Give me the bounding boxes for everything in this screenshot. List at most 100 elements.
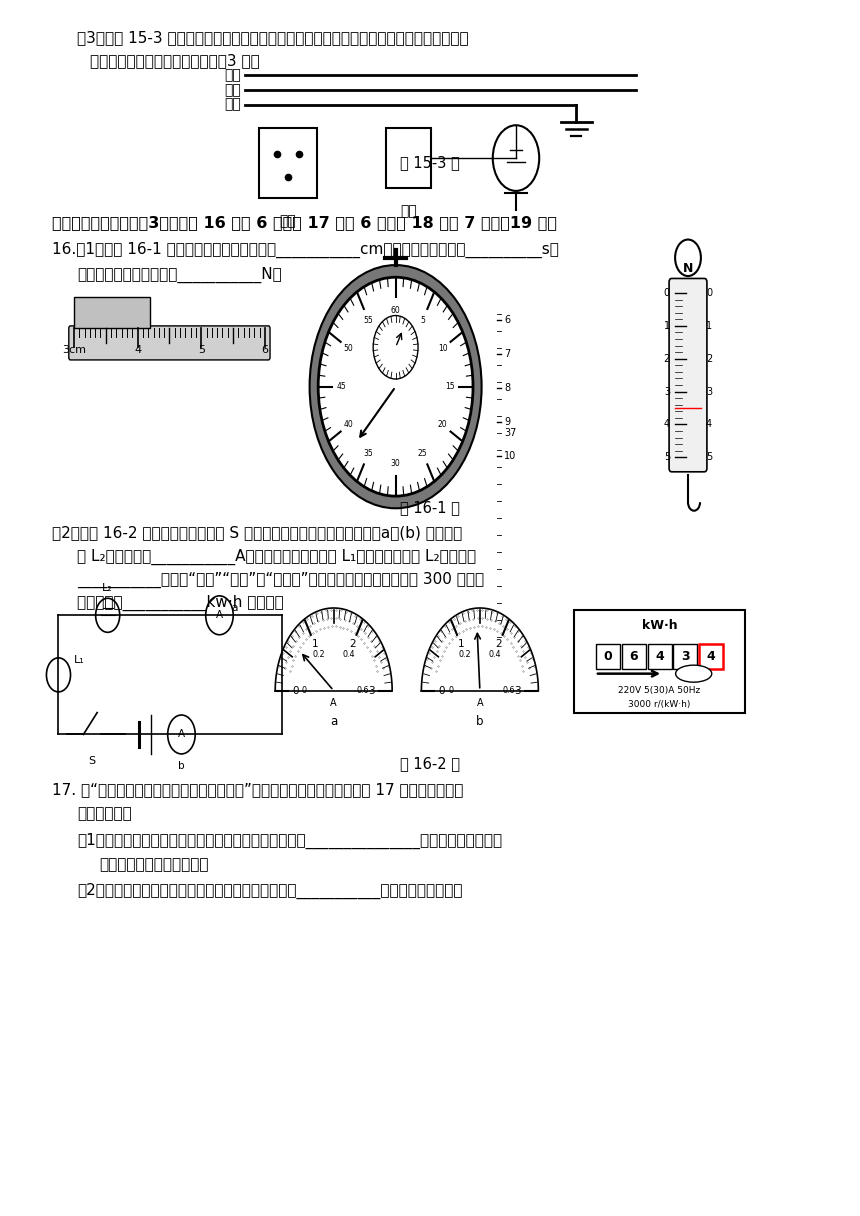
Text: 0.4: 0.4 bbox=[488, 651, 501, 659]
Text: 37: 37 bbox=[504, 428, 516, 438]
Text: 3000 r/(kW·h): 3000 r/(kW·h) bbox=[629, 700, 691, 709]
Text: 电路中消耗___________kw·h 的电能。: 电路中消耗___________kw·h 的电能。 bbox=[77, 595, 284, 610]
Text: 3: 3 bbox=[664, 387, 670, 396]
Text: L₁: L₁ bbox=[74, 655, 84, 665]
FancyBboxPatch shape bbox=[69, 326, 270, 360]
Text: 0: 0 bbox=[604, 651, 612, 663]
Text: N: N bbox=[683, 261, 693, 275]
FancyBboxPatch shape bbox=[699, 644, 723, 669]
Text: 0.2: 0.2 bbox=[459, 651, 471, 659]
Text: 45: 45 bbox=[336, 382, 347, 392]
Text: 40: 40 bbox=[344, 421, 353, 429]
Text: a: a bbox=[330, 715, 337, 728]
Text: 0.2: 0.2 bbox=[313, 651, 325, 659]
Text: 1: 1 bbox=[458, 640, 464, 649]
Text: 2: 2 bbox=[349, 640, 356, 649]
Text: 3: 3 bbox=[681, 651, 690, 663]
Text: 0.4: 0.4 bbox=[342, 651, 354, 659]
Text: 大小等于弹簧测力计示数；: 大小等于弹簧测力计示数； bbox=[99, 857, 208, 872]
Text: 4: 4 bbox=[664, 420, 670, 429]
Text: 题 16-1 图: 题 16-1 图 bbox=[400, 500, 460, 514]
Text: 0: 0 bbox=[448, 686, 453, 696]
Text: 10: 10 bbox=[438, 344, 447, 353]
Text: 2: 2 bbox=[495, 640, 502, 649]
Text: 1: 1 bbox=[311, 640, 318, 649]
Text: 0: 0 bbox=[706, 288, 712, 298]
Text: A: A bbox=[216, 610, 223, 620]
Text: 4: 4 bbox=[707, 651, 716, 663]
Text: （1）实验中，必须水平拉着木块做匀速直线运动，根据_______________原理，使滑动摩擦力: （1）实验中，必须水平拉着木块做匀速直线运动，根据_______________… bbox=[77, 833, 502, 849]
Text: 3: 3 bbox=[706, 387, 712, 396]
Text: b: b bbox=[178, 761, 185, 771]
Text: 10: 10 bbox=[504, 451, 516, 461]
FancyBboxPatch shape bbox=[596, 644, 620, 669]
Text: 6: 6 bbox=[630, 651, 638, 663]
Text: 四、实验题：本大题共3小题，第 16 小题 6 分，第 17 小题 6 分，第 18 小题 7 分，入19 分。: 四、实验题：本大题共3小题，第 16 小题 6 分，第 17 小题 6 分，第 … bbox=[52, 215, 556, 230]
Text: kW·h: kW·h bbox=[642, 619, 678, 632]
Text: 9: 9 bbox=[504, 417, 510, 427]
Text: 5: 5 bbox=[421, 316, 425, 325]
Text: 35: 35 bbox=[364, 449, 373, 457]
Text: 1: 1 bbox=[664, 321, 670, 331]
FancyBboxPatch shape bbox=[622, 644, 646, 669]
Polygon shape bbox=[74, 297, 150, 328]
Text: S: S bbox=[89, 756, 95, 766]
Text: 60: 60 bbox=[390, 305, 401, 315]
Text: 2: 2 bbox=[706, 354, 712, 364]
Text: 50: 50 bbox=[344, 344, 353, 353]
Text: L₂: L₂ bbox=[102, 584, 113, 593]
Text: a: a bbox=[231, 603, 238, 613]
Circle shape bbox=[310, 265, 482, 508]
Text: 5: 5 bbox=[664, 452, 670, 462]
Text: （2）由甲、乙实验可得，在接触面粗糙程度相同时，___________，滑动摩擦力越大；: （2）由甲、乙实验可得，在接触面粗糙程度相同时，___________，滑动摩擦… bbox=[77, 883, 463, 899]
Ellipse shape bbox=[676, 665, 712, 682]
Text: 插座: 插座 bbox=[280, 214, 297, 229]
Circle shape bbox=[168, 715, 195, 754]
Text: b: b bbox=[476, 715, 483, 728]
Text: （2）如题 16-2 图所示电路，当开关 S 闭合后，电流表的指针偏转如图（a）(b) 所示，通: （2）如题 16-2 图所示电路，当开关 S 闭合后，电流表的指针偏转如图（a）… bbox=[52, 525, 462, 540]
Text: 题 16-2 图: 题 16-2 图 bbox=[400, 756, 460, 771]
Text: 30: 30 bbox=[390, 458, 401, 468]
Text: 3: 3 bbox=[368, 686, 375, 696]
Text: A: A bbox=[178, 730, 185, 739]
Text: 地线: 地线 bbox=[224, 97, 241, 112]
Text: 开关: 开关 bbox=[400, 204, 417, 219]
Text: 4: 4 bbox=[655, 651, 664, 663]
Text: 0: 0 bbox=[439, 686, 445, 696]
Text: A: A bbox=[476, 698, 483, 708]
Text: 16.（1）如题 16-1 图所示，图中物体的长度为___________cm；图中停表的示数是__________s；: 16.（1）如题 16-1 图所示，图中物体的长度为___________cm；… bbox=[52, 242, 558, 258]
Text: 2: 2 bbox=[664, 354, 670, 364]
Circle shape bbox=[318, 277, 473, 496]
Text: 3: 3 bbox=[514, 686, 521, 696]
Text: 4: 4 bbox=[706, 420, 712, 429]
Text: （3）如题 15-3 图所示，插座和电灯（带开关）是组成家庭电路的常用元件，请在图中按照: （3）如题 15-3 图所示，插座和电灯（带开关）是组成家庭电路的常用元件，请在… bbox=[77, 30, 469, 45]
Text: 55: 55 bbox=[364, 316, 373, 325]
Text: 安全用电的原则正确连接电路。（3 分）: 安全用电的原则正确连接电路。（3 分） bbox=[90, 54, 260, 68]
Text: A: A bbox=[330, 698, 337, 708]
FancyBboxPatch shape bbox=[574, 610, 745, 713]
Text: 5: 5 bbox=[706, 452, 712, 462]
Text: 题 15-3 图: 题 15-3 图 bbox=[400, 156, 460, 170]
Text: 1: 1 bbox=[706, 321, 712, 331]
Text: 0: 0 bbox=[302, 686, 307, 696]
Text: 零线: 零线 bbox=[224, 83, 241, 97]
Text: ___________（选填“变亮”“变暗”或“无变化”）；若图中电能表转盘转动 300 转，则: ___________（选填“变亮”“变暗”或“无变化”）；若图中电能表转盘转动… bbox=[77, 572, 484, 587]
Text: 8: 8 bbox=[504, 383, 510, 393]
Text: 过 L₂的电流应为___________A；若通电一段时间后灯 L₁灯丝断了，则灯 L₂的亮度将: 过 L₂的电流应为___________A；若通电一段时间后灯 L₁灯丝断了，则… bbox=[77, 548, 476, 564]
Text: 0.6: 0.6 bbox=[357, 686, 369, 696]
Text: 17. 在“探究滑动摩擦力大小与哪些因素有关”的实验中，某实验小组选择题 17 图中的装置和器: 17. 在“探究滑动摩擦力大小与哪些因素有关”的实验中，某实验小组选择题 17 … bbox=[52, 782, 463, 796]
FancyBboxPatch shape bbox=[669, 278, 707, 472]
Text: 0.6: 0.6 bbox=[503, 686, 515, 696]
Text: 0: 0 bbox=[292, 686, 299, 696]
Text: 3cm: 3cm bbox=[62, 345, 86, 355]
Text: 4: 4 bbox=[134, 345, 141, 355]
Text: 材进行实验：: 材进行实验： bbox=[77, 806, 132, 821]
Text: 20: 20 bbox=[438, 421, 447, 429]
Text: 220V 5(30)A 50Hz: 220V 5(30)A 50Hz bbox=[618, 686, 701, 694]
Text: 0: 0 bbox=[664, 288, 670, 298]
Text: 6: 6 bbox=[504, 315, 510, 325]
Text: 6: 6 bbox=[261, 345, 268, 355]
Text: 图中弹簧测力计的示数是___________N；: 图中弹簧测力计的示数是___________N； bbox=[77, 266, 282, 282]
Circle shape bbox=[206, 596, 233, 635]
Circle shape bbox=[373, 315, 418, 379]
